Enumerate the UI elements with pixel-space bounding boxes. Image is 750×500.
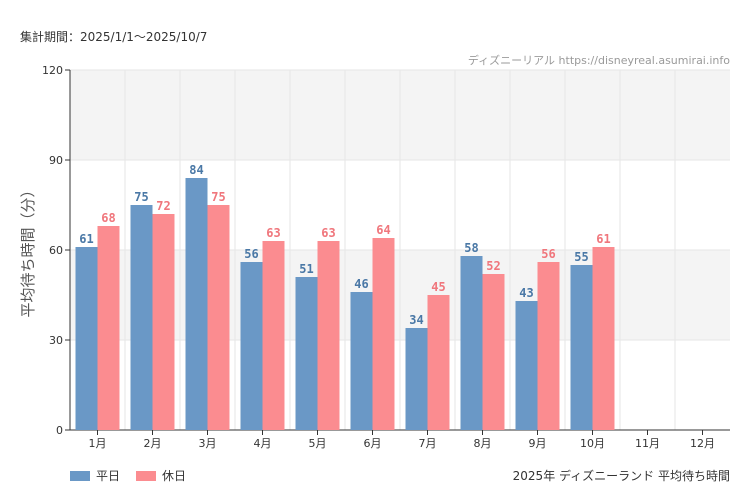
- bar-holiday: [262, 241, 285, 430]
- data-label-weekday: 84: [189, 163, 203, 177]
- y-tick-label: 0: [56, 424, 63, 437]
- data-label-weekday: 75: [134, 190, 148, 204]
- data-label-holiday: 45: [431, 280, 445, 294]
- bar-holiday: [97, 226, 120, 430]
- x-tick-label: 12月: [690, 437, 715, 450]
- data-label-holiday: 52: [486, 259, 500, 273]
- source-credit: ディズニーリアル https://disneyreal.asumirai.inf…: [467, 54, 730, 67]
- data-label-holiday: 72: [156, 199, 170, 213]
- x-tick-label: 1月: [89, 437, 107, 450]
- y-tick-label: 90: [49, 154, 63, 167]
- data-label-weekday: 46: [354, 277, 368, 291]
- legend-label-weekday: 平日: [96, 469, 121, 483]
- data-label-holiday: 75: [211, 190, 225, 204]
- chart-footer-title: 2025年 ディズニーランド 平均待ち時間: [512, 469, 730, 483]
- bar-weekday: [405, 328, 428, 430]
- x-tick-label: 4月: [254, 437, 272, 450]
- x-tick-label: 7月: [419, 437, 437, 450]
- data-label-weekday: 34: [409, 313, 423, 327]
- x-tick-label: 8月: [474, 437, 492, 450]
- bar-weekday: [350, 292, 373, 430]
- data-label-holiday: 68: [101, 211, 115, 225]
- bar-holiday: [207, 205, 230, 430]
- bar-holiday: [537, 262, 560, 430]
- data-label-weekday: 43: [519, 286, 533, 300]
- period-text: 集計期間：2025/1/1〜2025/10/7: [20, 30, 208, 44]
- data-label-weekday: 61: [79, 232, 93, 246]
- data-label-weekday: 51: [299, 262, 313, 276]
- data-label-holiday: 64: [376, 223, 390, 237]
- bar-weekday: [240, 262, 263, 430]
- data-label-holiday: 56: [541, 247, 555, 261]
- y-tick-label: 30: [49, 334, 63, 347]
- bar-weekday: [75, 247, 98, 430]
- bar-holiday: [592, 247, 615, 430]
- legend: 平日 休日: [70, 467, 186, 484]
- legend-item-holiday[interactable]: 休日: [136, 467, 186, 484]
- legend-swatch-weekday: [70, 470, 90, 481]
- bar-weekday: [570, 265, 593, 430]
- data-label-weekday: 56: [244, 247, 258, 261]
- y-axis-title: 平均待ち時間（分）: [19, 182, 37, 317]
- data-label-holiday: 63: [266, 226, 280, 240]
- x-tick-label: 9月: [529, 437, 547, 450]
- legend-item-weekday[interactable]: 平日: [70, 467, 120, 484]
- bar-holiday: [317, 241, 340, 430]
- x-tick-label: 6月: [364, 437, 382, 450]
- x-tick-label: 10月: [580, 437, 605, 450]
- legend-swatch-holiday: [136, 470, 157, 481]
- bar-weekday: [130, 205, 153, 430]
- bar-weekday: [515, 301, 538, 430]
- bar-holiday: [482, 274, 505, 430]
- bar-holiday: [427, 295, 450, 430]
- x-tick-label: 2月: [144, 437, 162, 450]
- y-tick-label: 60: [49, 244, 63, 257]
- x-tick-label: 5月: [309, 437, 327, 450]
- y-tick-label: 120: [42, 64, 63, 77]
- bar-weekday: [185, 178, 208, 430]
- bar-weekday: [295, 277, 318, 430]
- bar-holiday: [372, 238, 395, 430]
- x-tick-label: 11月: [635, 437, 660, 450]
- data-label-holiday: 63: [321, 226, 335, 240]
- bar-holiday: [152, 214, 175, 430]
- data-label-holiday: 61: [596, 232, 610, 246]
- x-tick-label: 3月: [199, 437, 217, 450]
- bar-weekday: [460, 256, 483, 430]
- legend-label-holiday: 休日: [162, 469, 187, 483]
- data-label-weekday: 58: [464, 241, 478, 255]
- data-label-weekday: 55: [574, 250, 588, 264]
